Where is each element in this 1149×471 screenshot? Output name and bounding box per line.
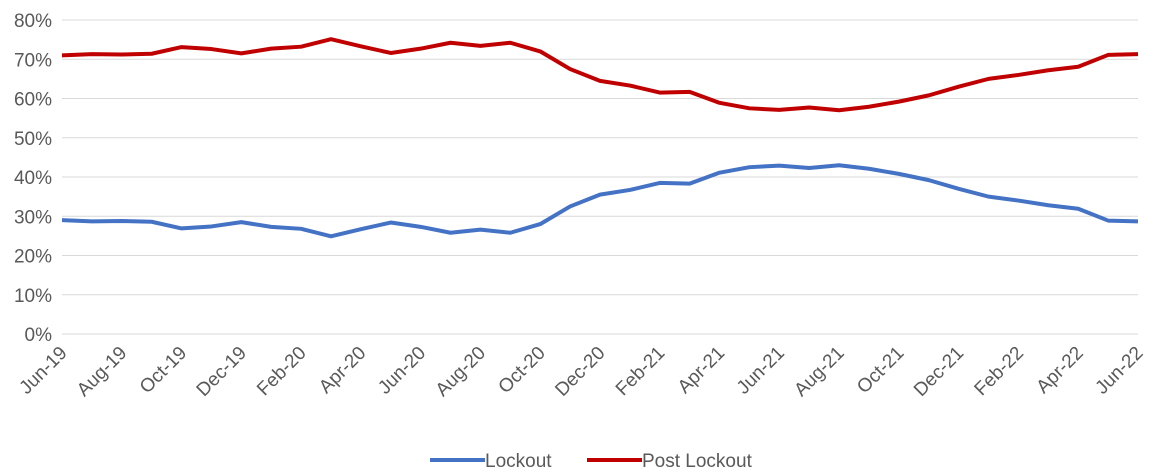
x-tick-label: Aug-20 [432, 343, 490, 401]
x-tick-label: Apr-20 [315, 343, 370, 398]
legend-label: Post Lockout [642, 451, 753, 471]
x-tick-label: Dec-20 [551, 343, 609, 401]
x-tick-label: Jun-19 [16, 343, 72, 399]
x-tick-label: Jun-20 [374, 343, 430, 399]
x-tick-label: Jun-22 [1092, 343, 1148, 399]
x-tick-label: Oct-21 [853, 343, 908, 398]
x-tick-label: Jun-21 [733, 343, 789, 399]
x-tick-label: Dec-19 [193, 343, 251, 401]
y-tick-label: 40% [14, 168, 52, 189]
x-tick-label: Aug-21 [790, 343, 848, 401]
legend-item: Post Lockout [587, 451, 753, 471]
legend-label: Lockout [485, 451, 552, 471]
y-tick-label: 0% [25, 325, 53, 346]
x-tick-label: Feb-22 [971, 343, 1028, 400]
x-tick-label: Oct-20 [495, 343, 550, 398]
legend-item: Lockout [430, 451, 552, 471]
y-tick-label: 80% [14, 11, 52, 32]
x-tick-label: Apr-21 [674, 343, 729, 398]
x-tick-label: Aug-19 [73, 343, 131, 401]
series-line [61, 37, 1139, 113]
x-tick-label: Feb-20 [253, 343, 310, 400]
y-tick-label: 30% [14, 207, 52, 228]
x-tick-label: Oct-19 [136, 343, 191, 398]
y-tick-label: 20% [14, 247, 52, 268]
y-tick-label: 50% [14, 129, 52, 150]
x-tick-label: Dec-21 [910, 343, 968, 401]
x-tick-label: Feb-21 [612, 343, 669, 400]
y-tick-label: 70% [14, 50, 52, 71]
y-tick-label: 10% [14, 286, 52, 307]
x-tick-label: Apr-22 [1033, 343, 1088, 398]
series-line [61, 163, 1139, 239]
y-tick-label: 60% [14, 90, 52, 111]
